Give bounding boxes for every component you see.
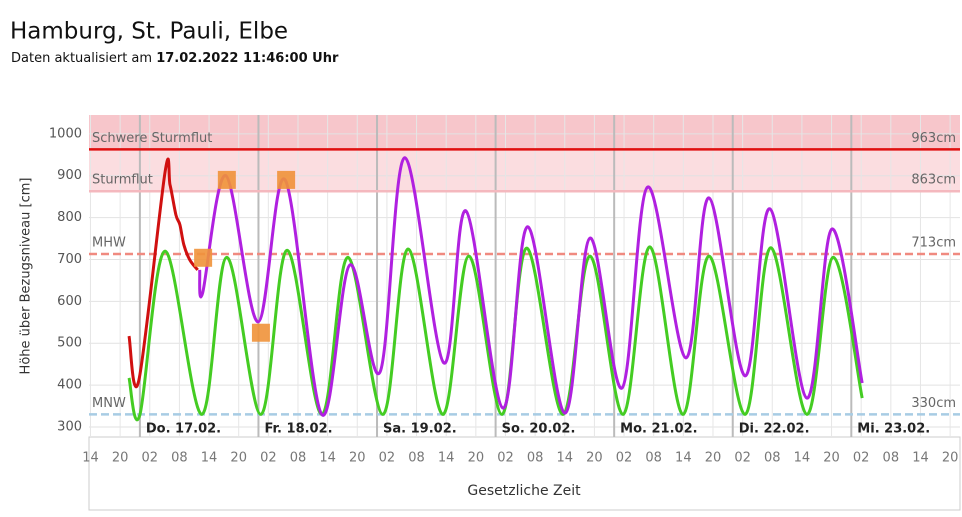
day-label: Sa. 19.02.: [383, 422, 457, 437]
y-tick-label: 300: [57, 419, 82, 434]
x-tick-label: 14: [556, 451, 573, 466]
x-tick-label: 20: [112, 451, 129, 466]
x-tick-label: 14: [201, 451, 218, 466]
threshold-value: 863cm: [911, 173, 956, 188]
plot: [89, 115, 960, 437]
x-tick-label: 08: [645, 451, 662, 466]
title: Hamburg, St. Pauli, Elbe: [10, 19, 288, 45]
x-tick-label: 02: [497, 451, 514, 466]
day-label: Mo. 21.02.: [620, 422, 697, 437]
day-label: Fr. 18.02.: [264, 422, 332, 437]
threshold-name: Sturmflut: [92, 173, 153, 188]
x-axis-frame: [88, 436, 961, 511]
y-tick-label: 400: [57, 378, 82, 393]
marker: [251, 323, 270, 342]
y-tick-label: 1000: [49, 126, 82, 141]
x-tick-label: 20: [230, 451, 247, 466]
day-label: Do. 17.02.: [146, 422, 221, 437]
x-tick-label: 02: [260, 451, 277, 466]
x-tick-label: 08: [764, 451, 781, 466]
series-line: [198, 156, 864, 417]
x-tick-label: 02: [853, 451, 870, 466]
subtitle: Daten aktualisiert am 17.02.2022 11:46:0…: [11, 51, 339, 66]
x-tick-label: 20: [586, 451, 603, 466]
x-tick-label: 02: [379, 451, 396, 466]
x-tick-label: 08: [171, 451, 188, 466]
x-axis-title: Gesetzliche Zeit: [467, 483, 581, 499]
threshold-value: 963cm: [911, 131, 956, 146]
x-tick-label: 14: [794, 451, 811, 466]
y-tick-label: 900: [57, 168, 82, 183]
marker: [277, 170, 296, 189]
threshold-value: 713cm: [911, 236, 956, 251]
x-tick-label: 02: [734, 451, 751, 466]
x-tick-label: 14: [912, 451, 929, 466]
band-severe: [89, 115, 960, 150]
y-tick-label: 500: [57, 336, 82, 351]
series-line: [127, 245, 864, 421]
day-label: So. 20.02.: [502, 422, 576, 437]
x-tick-label: 20: [349, 451, 366, 466]
threshold-name: MNW: [92, 396, 126, 411]
threshold-name: MHW: [92, 236, 126, 251]
y-axis-title: Höhe über Bezugsniveau [cm]: [19, 178, 34, 375]
x-tick-label: 14: [82, 451, 99, 466]
x-tick-label: 20: [942, 451, 959, 466]
x-tick-label: 08: [290, 451, 307, 466]
x-tick-label: 14: [319, 451, 336, 466]
x-tick-label: 20: [468, 451, 485, 466]
x-tick-label: 14: [675, 451, 692, 466]
x-tick-label: 08: [527, 451, 544, 466]
day-label: Di. 22.02.: [739, 422, 810, 437]
marker: [217, 170, 236, 189]
x-tick-label: 08: [408, 451, 425, 466]
series-line: [127, 157, 199, 389]
subtitle-text: Daten aktualisiert am: [11, 51, 152, 66]
threshold-value: 330cm: [911, 396, 956, 411]
updated-time: 17.02.2022 11:46:00 Uhr: [156, 51, 339, 66]
day-label: Mi. 23.02.: [857, 422, 930, 437]
marker: [194, 248, 213, 267]
threshold-name: Schwere Sturmflut: [92, 131, 212, 146]
y-tick-label: 600: [57, 294, 82, 309]
x-tick-label: 20: [823, 451, 840, 466]
x-tick-label: 02: [141, 451, 158, 466]
x-tick-label: 02: [616, 451, 633, 466]
x-tick-label: 08: [883, 451, 900, 466]
x-tick-label: 14: [438, 451, 455, 466]
x-tick-label: 20: [705, 451, 722, 466]
y-tick-label: 700: [57, 252, 82, 267]
y-tick-label: 800: [57, 210, 82, 225]
